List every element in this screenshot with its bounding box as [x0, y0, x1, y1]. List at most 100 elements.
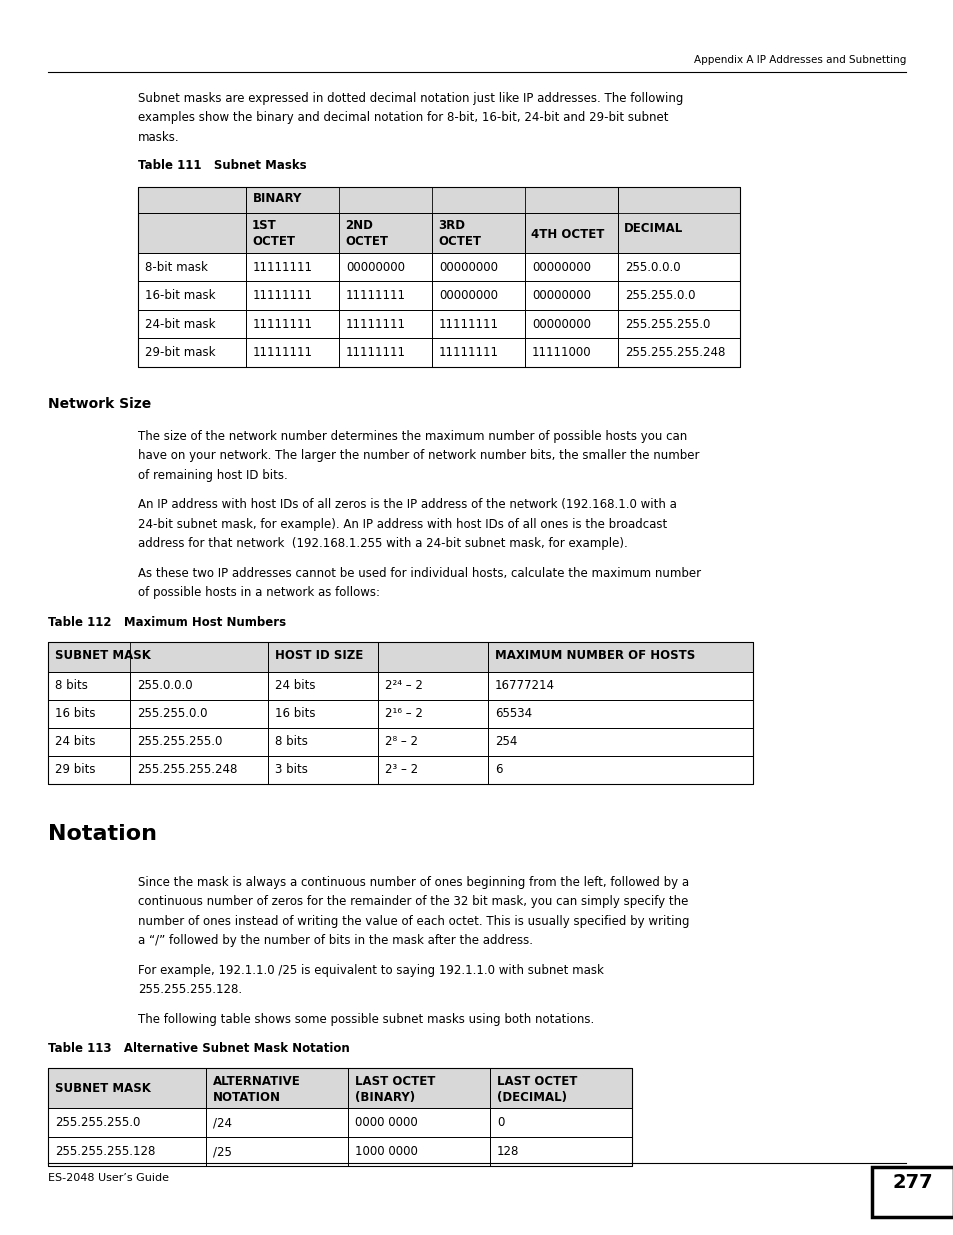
Text: 24 bits: 24 bits: [274, 678, 315, 692]
Text: 2³ – 2: 2³ – 2: [385, 762, 417, 776]
Text: /25: /25: [213, 1145, 232, 1158]
Text: (DECIMAL): (DECIMAL): [497, 1091, 566, 1104]
Text: of remaining host ID bits.: of remaining host ID bits.: [138, 468, 288, 482]
Text: 11111111: 11111111: [253, 346, 313, 359]
Bar: [246, 338, 338, 367]
Bar: [268, 672, 377, 699]
Bar: [206, 1108, 348, 1137]
Bar: [138, 282, 246, 310]
Text: 8 bits: 8 bits: [55, 678, 88, 692]
Bar: [377, 756, 488, 783]
Text: 29-bit mask: 29-bit mask: [145, 346, 215, 359]
Text: 6: 6: [495, 762, 502, 776]
Bar: [48, 1068, 631, 1166]
Bar: [377, 727, 488, 756]
Text: 65534: 65534: [495, 706, 532, 720]
Text: 255.255.0.0: 255.255.0.0: [624, 289, 695, 303]
Bar: [138, 252, 246, 282]
Bar: [138, 338, 246, 367]
Text: 11111111: 11111111: [253, 289, 313, 303]
Text: 277: 277: [892, 1173, 932, 1192]
Text: SUBNET MASK: SUBNET MASK: [55, 1082, 151, 1095]
Bar: [338, 338, 432, 367]
Text: 11111111: 11111111: [253, 317, 313, 331]
Bar: [377, 699, 488, 727]
Bar: [488, 641, 752, 672]
Bar: [432, 338, 524, 367]
Bar: [48, 672, 130, 699]
Text: 3 bits: 3 bits: [274, 762, 308, 776]
Text: OCTET: OCTET: [252, 235, 294, 247]
Bar: [338, 310, 432, 338]
Bar: [348, 1068, 490, 1108]
Text: As these two IP addresses cannot be used for individual hosts, calculate the max: As these two IP addresses cannot be used…: [138, 567, 700, 579]
Text: 2¹⁶ – 2: 2¹⁶ – 2: [385, 706, 422, 720]
Text: continuous number of zeros for the remainder of the 32 bit mask, you can simply : continuous number of zeros for the remai…: [138, 895, 688, 908]
Text: 24-bit subnet mask, for example). An IP address with host IDs of all ones is the: 24-bit subnet mask, for example). An IP …: [138, 517, 666, 531]
Text: 128: 128: [497, 1145, 518, 1158]
Text: 11111111: 11111111: [253, 261, 313, 273]
Text: /24: /24: [213, 1116, 232, 1129]
Text: 254: 254: [495, 735, 517, 747]
Text: masks.: masks.: [138, 131, 179, 144]
Text: 00000000: 00000000: [438, 289, 497, 303]
Bar: [490, 1068, 631, 1108]
Text: DECIMAL: DECIMAL: [623, 222, 682, 236]
Text: 3RD: 3RD: [437, 219, 464, 231]
Text: 16-bit mask: 16-bit mask: [145, 289, 215, 303]
Bar: [432, 212, 524, 252]
Bar: [618, 252, 740, 282]
Bar: [488, 672, 752, 699]
Text: The size of the network number determines the maximum number of possible hosts y: The size of the network number determine…: [138, 430, 686, 442]
Bar: [138, 186, 740, 367]
Bar: [524, 310, 618, 338]
Text: Network Size: Network Size: [48, 396, 152, 410]
Bar: [524, 252, 618, 282]
Text: examples show the binary and decimal notation for 8-bit, 16-bit, 24-bit and 29-b: examples show the binary and decimal not…: [138, 111, 668, 125]
Bar: [490, 1108, 631, 1137]
Text: Table 111   Subnet Masks: Table 111 Subnet Masks: [138, 158, 306, 172]
Text: 8 bits: 8 bits: [274, 735, 308, 747]
Text: 0000 0000: 0000 0000: [355, 1116, 417, 1129]
Bar: [432, 252, 524, 282]
Text: For example, 192.1.1.0 /25 is equivalent to saying 192.1.1.0 with subnet mask: For example, 192.1.1.0 /25 is equivalent…: [138, 963, 603, 977]
Text: 255.0.0.0: 255.0.0.0: [137, 678, 193, 692]
Bar: [138, 212, 246, 252]
Bar: [130, 699, 268, 727]
Text: 11111111: 11111111: [346, 346, 406, 359]
Bar: [268, 756, 377, 783]
Text: 255.255.255.0: 255.255.255.0: [624, 317, 710, 331]
Bar: [618, 338, 740, 367]
Text: 16777214: 16777214: [495, 678, 555, 692]
Bar: [48, 1137, 206, 1166]
Text: ES-2048 User’s Guide: ES-2048 User’s Guide: [48, 1173, 169, 1183]
Bar: [246, 252, 338, 282]
Bar: [432, 310, 524, 338]
Text: 255.0.0.0: 255.0.0.0: [624, 261, 679, 273]
Bar: [48, 641, 752, 783]
Text: 00000000: 00000000: [438, 261, 497, 273]
Bar: [130, 727, 268, 756]
Text: 00000000: 00000000: [532, 261, 590, 273]
Text: a “/” followed by the number of bits in the mask after the address.: a “/” followed by the number of bits in …: [138, 934, 533, 947]
Bar: [138, 186, 246, 212]
Text: 1ST: 1ST: [252, 219, 276, 231]
Bar: [618, 186, 740, 252]
Text: 255.255.255.0: 255.255.255.0: [55, 1116, 140, 1129]
Text: Appendix A IP Addresses and Subnetting: Appendix A IP Addresses and Subnetting: [693, 56, 905, 65]
Bar: [268, 727, 377, 756]
Bar: [130, 756, 268, 783]
Bar: [348, 1108, 490, 1137]
Text: have on your network. The larger the number of network number bits, the smaller : have on your network. The larger the num…: [138, 450, 699, 462]
Bar: [348, 1137, 490, 1166]
Text: Notation: Notation: [48, 824, 157, 844]
Text: 255.255.255.248: 255.255.255.248: [137, 762, 237, 776]
Text: An IP address with host IDs of all zeros is the IP address of the network (192.1: An IP address with host IDs of all zeros…: [138, 498, 677, 511]
Text: 11111111: 11111111: [438, 317, 498, 331]
Bar: [490, 1137, 631, 1166]
Text: 00000000: 00000000: [532, 289, 590, 303]
Bar: [246, 186, 618, 212]
Bar: [338, 252, 432, 282]
Bar: [618, 310, 740, 338]
Text: 11111111: 11111111: [346, 289, 406, 303]
